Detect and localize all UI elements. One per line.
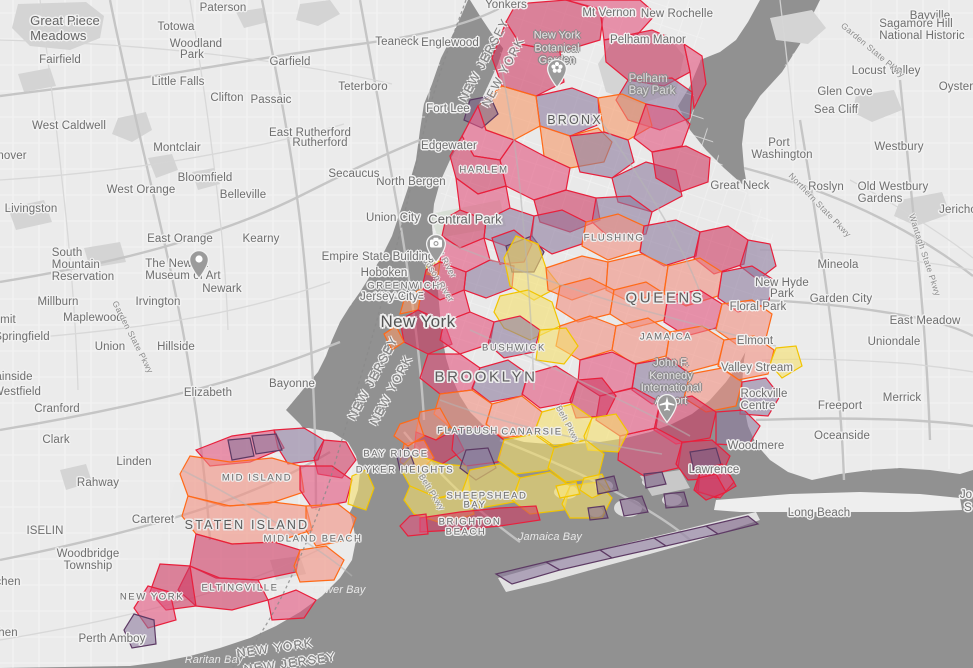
- zip-polygon: [491, 20, 565, 97]
- zip-polygon: [395, 447, 415, 471]
- zip-polygon: [633, 103, 691, 153]
- zip-polygon: [419, 505, 541, 533]
- road-network-minor: [0, 0, 973, 641]
- zip-polygon: [181, 495, 313, 545]
- zip-group-staten-island: [123, 427, 375, 649]
- zip-polygon: [227, 437, 255, 461]
- zip-polygon: [643, 471, 667, 489]
- zip-polygon: [715, 409, 761, 447]
- zip-choropleth-layer: [123, 0, 803, 649]
- zip-polygon: [293, 545, 345, 583]
- zip-polygon: [651, 145, 711, 193]
- zip-polygon: [487, 315, 541, 359]
- zip-polygon: [383, 325, 405, 351]
- zip-group-queens: [493, 209, 803, 499]
- zip-polygon: [535, 327, 579, 365]
- zip-polygon: [619, 495, 649, 517]
- zip-polygon: [717, 265, 775, 313]
- zip-polygon: [739, 377, 781, 417]
- zip-polygon: [267, 589, 317, 621]
- land-long-beach: [714, 492, 962, 512]
- zip-polygon: [347, 469, 375, 511]
- zip-group-brooklyn: [393, 311, 629, 537]
- zip-polygon: [569, 131, 635, 179]
- zip-polygon: [683, 42, 707, 111]
- zip-polygon: [179, 455, 305, 507]
- zip-polygon: [251, 433, 283, 455]
- zip-polygon: [587, 505, 609, 521]
- zip-polygon: [497, 433, 555, 475]
- zip-group-edges: [693, 463, 735, 501]
- zip-polygon: [399, 513, 429, 537]
- zip-polygon: [704, 515, 760, 535]
- zip-polygon: [393, 417, 425, 447]
- zip-polygon: [603, 29, 691, 87]
- zip-polygon: [511, 471, 571, 515]
- zip-polygon: [693, 473, 727, 501]
- zip-polygon: [305, 503, 357, 547]
- zip-polygon: [717, 335, 775, 381]
- state-border: [231, 0, 467, 668]
- zip-polygon: [123, 613, 157, 649]
- zip-polygon: [663, 491, 689, 509]
- zip-polygon: [299, 465, 353, 509]
- zip-polygon: [555, 481, 581, 499]
- zip-polygon: [769, 345, 803, 379]
- zip-polygon: [503, 235, 561, 301]
- overlay-roads: [181, 59, 777, 577]
- zip-polygon: [595, 475, 619, 495]
- zip-polygon: [399, 453, 471, 499]
- zip-group-rockaways: [494, 447, 760, 585]
